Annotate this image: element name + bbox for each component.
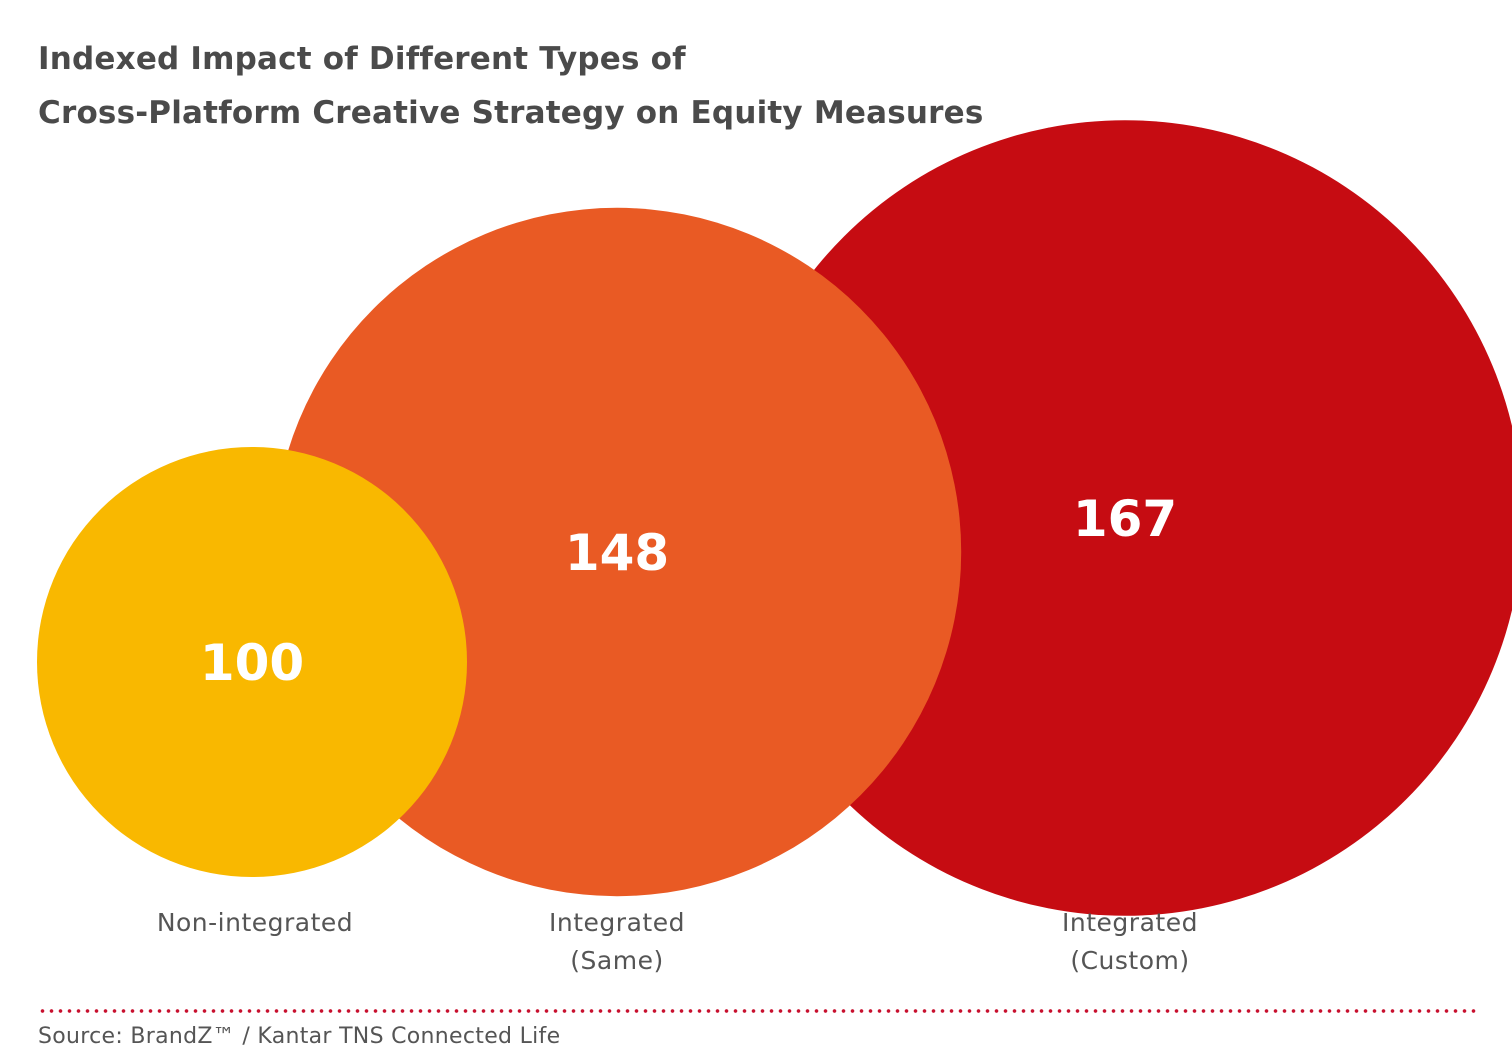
bubble-value-label: 148: [565, 524, 669, 582]
chart-title-line-2: Cross-Platform Creative Strategy on Equi…: [38, 95, 984, 131]
bubble-1: [37, 447, 467, 877]
dotted-divider: [38, 1008, 1478, 1014]
chart-title-line-1: Indexed Impact of Different Types of: [38, 41, 686, 77]
bubble-value-label: 167: [1073, 490, 1177, 548]
category-label: Integrated: [1062, 908, 1198, 937]
category-label: Non-integrated: [157, 908, 353, 937]
category-label: (Same): [570, 946, 663, 975]
chart-title: Indexed Impact of Different Types of Cro…: [38, 32, 1438, 140]
bubble-chart: 100 148 167 Non-integrated Integrated (Same) I…: [37, 120, 1512, 975]
bubble-3: [727, 120, 1512, 916]
source-note: Source: BrandZ™ / Kantar TNS Connected L…: [38, 1024, 561, 1049]
category-label: Integrated: [549, 908, 685, 937]
bubble-value-label: 100: [200, 634, 304, 692]
category-label: (Custom): [1070, 946, 1189, 975]
